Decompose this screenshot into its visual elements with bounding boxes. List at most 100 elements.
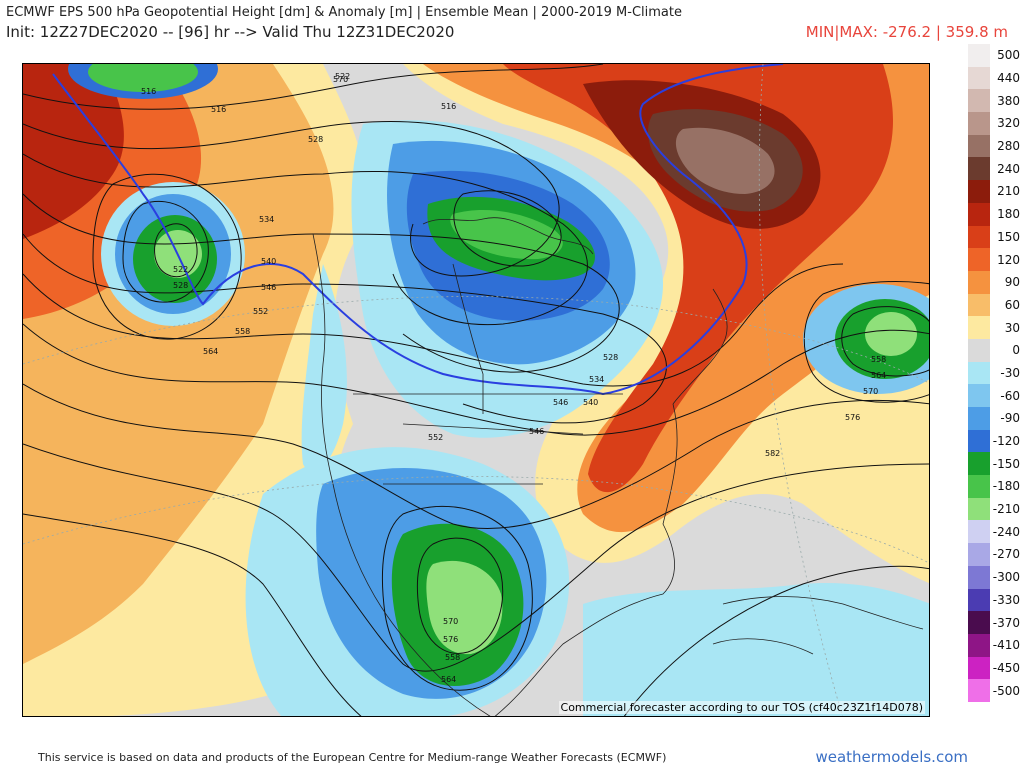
contour-label: 522 [173,265,188,274]
colorbar-swatch [968,157,990,181]
contour-label: 576 [443,635,458,644]
colorbar-entry: -120 [968,429,1020,453]
colorbar-legend: 500 440 380 320 280 240 210 180 150 120 90 60 30 0 -30… [968,44,1020,702]
contour-label: 552 [428,433,443,442]
colorbar-entry: 30 [968,316,1020,339]
colorbar-swatch [968,429,990,453]
contour-label: 546 [261,283,276,292]
colorbar-entry: 180 [968,202,1020,226]
contour-label: 522 [335,72,350,81]
colorbar-entry: -210 [968,497,1020,521]
colorbar-entry: -60 [968,384,1020,407]
colorbar-swatch [968,520,990,544]
coastlines [312,217,924,716]
colorbar-swatch [968,497,990,521]
height-contours [23,64,929,716]
contour-label: 528 [173,281,188,290]
colorbar-swatch [968,248,990,271]
anomaly-negative-west-coast [301,264,347,472]
chart-subtitle-init-valid: Init: 12Z27DEC2020 -- [96] hr --> Valid … [6,23,455,41]
anomaly-map[interactable]: 516 522 516 516 528 534 540 546 552 558 … [22,63,930,717]
colorbar-entry: -270 [968,543,1020,566]
anomaly-positive-west-red [23,64,124,239]
colorbar-entry: 240 [968,157,1020,181]
contour-label: 564 [441,675,456,684]
colorbar-swatch [968,588,990,612]
colorbar-entry: 90 [968,270,1020,294]
colorbar-swatch [968,565,990,589]
contour-label: 534 [259,215,274,224]
colorbar-swatch [968,543,990,566]
colorbar-swatch [968,270,990,294]
contour-label: 564 [871,371,886,380]
anomaly-negative-mexico-core [426,560,503,655]
graticule [23,64,929,716]
colorbar-entry: -300 [968,565,1020,589]
contour-label: 516 [141,87,156,96]
colorbar-entry: 320 [968,112,1020,135]
contour-label: 558 [445,653,460,662]
contour-label: 552 [253,307,268,316]
colorbar-swatch [968,134,990,158]
colorbar-entry: -240 [968,520,1020,544]
contour-label: 534 [589,375,604,384]
colorbar-swatch [968,180,990,203]
colorbar-entry: 500 [968,44,1020,67]
contour-label: 528 [603,353,618,362]
colorbar-swatch [968,44,990,67]
anomaly-negative-caribbean [583,583,929,716]
colorbar-entry: -180 [968,475,1020,498]
footer-brand-link[interactable]: weathermodels.com [815,748,968,766]
contour-label: 558 [235,327,250,336]
contour-label: 516 [441,102,456,111]
colorbar-swatch [968,407,990,430]
footer-attribution: This service is based on data and produc… [38,751,667,764]
map-canvas: 516 522 516 516 528 534 540 546 552 558 … [23,64,929,716]
tos-notice: Commercial forecaster according to our T… [558,701,925,714]
contour-label: 582 [765,449,780,458]
colorbar-entry: -450 [968,656,1020,680]
colorbar-entry: -500 [968,679,1020,702]
min-max-readout: MIN|MAX: -276.2 | 359.8 m [805,23,1008,41]
colorbar-swatch [968,338,990,362]
contour-label: 546 [529,427,544,436]
contour-label: 546 [553,398,568,407]
colorbar-entry: -330 [968,588,1020,612]
colorbar-swatch [968,611,990,634]
contour-label: 570 [333,75,348,84]
contour-label: 516 [211,105,226,114]
contour-label: 570 [443,617,458,626]
colorbar-entry: -370 [968,611,1020,634]
colorbar-swatch [968,361,990,385]
colorbar-swatch [968,656,990,680]
colorbar-swatch [968,384,990,407]
colorbar-entry: 0 [968,338,1020,362]
colorbar-entry: -90 [968,407,1020,430]
colorbar-entry: -30 [968,361,1020,385]
contour-label: 540 [583,398,598,407]
contour-label: 564 [203,347,218,356]
colorbar-entry: 210 [968,180,1020,203]
reference-height-line [52,64,784,396]
colorbar-entry: 380 [968,89,1020,113]
colorbar-entry: 60 [968,293,1020,317]
colorbar-swatch [968,475,990,498]
colorbar-entry: 120 [968,248,1020,271]
contour-label: 528 [308,135,323,144]
colorbar-swatch [968,316,990,339]
chart-title: ECMWF EPS 500 hPa Geopotential Height [d… [6,5,682,20]
anomaly-positive-brown-inner [675,127,775,194]
colorbar-swatch [968,293,990,317]
colorbar-entry: -410 [968,633,1020,657]
anomaly-negative-nw-green [88,64,198,92]
anomaly-negative-canada-green-light [450,209,563,260]
colorbar-swatch [968,452,990,476]
colorbar-swatch [968,66,990,90]
contour-label: 576 [845,413,860,422]
contour-labels: 516 522 516 516 528 534 540 546 552 558 … [141,72,886,684]
colorbar-entry: -150 [968,452,1020,476]
colorbar-entry: 440 [968,66,1020,90]
colorbar-entry: 280 [968,134,1020,158]
contour-label: 558 [871,355,886,364]
colorbar-swatch [968,112,990,135]
